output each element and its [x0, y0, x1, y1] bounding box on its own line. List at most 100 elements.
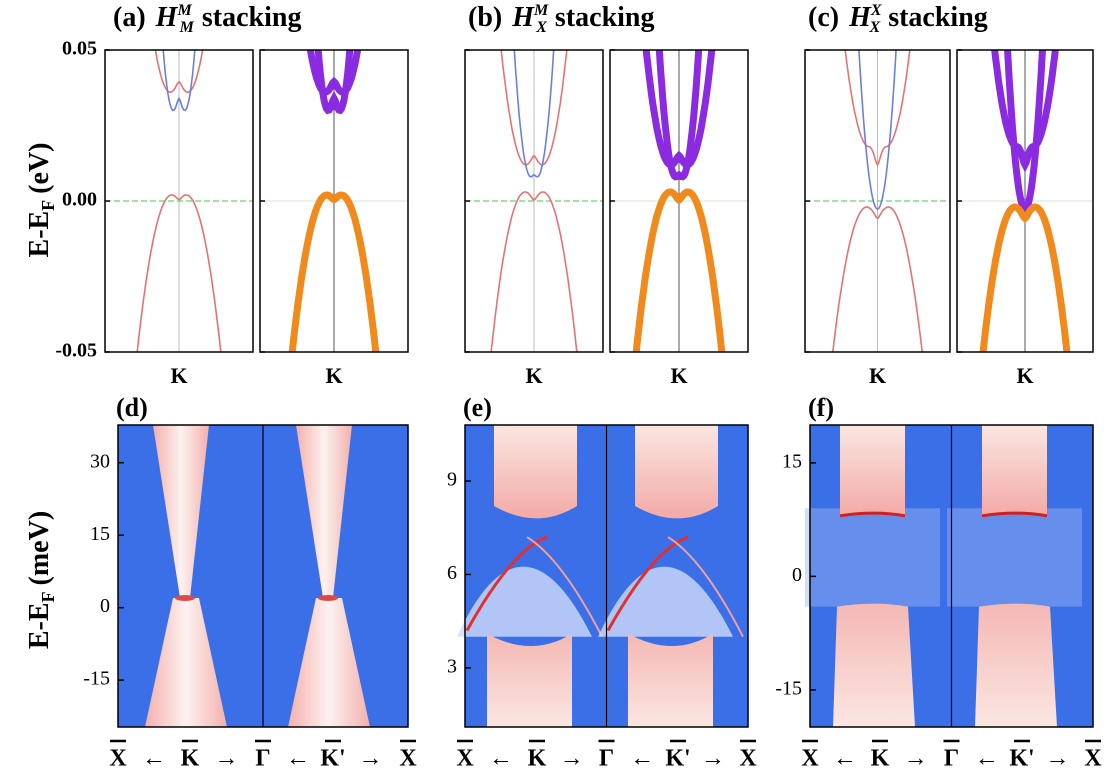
y-tick-label: 0 — [100, 595, 110, 617]
band — [979, 203, 1071, 352]
y-tick-label: -0.05 — [55, 340, 97, 362]
band — [136, 194, 222, 352]
x-tick-label: → — [560, 746, 584, 772]
band — [632, 188, 726, 352]
edge-state — [667, 536, 744, 638]
y-tick-label: 15 — [782, 450, 802, 472]
title-symbol: H — [511, 2, 535, 33]
band — [1004, 50, 1046, 214]
x-tick-label: X — [109, 746, 127, 772]
edge-state — [839, 511, 906, 518]
x-tick-label: K — [525, 363, 542, 388]
x-tick-label: K — [528, 746, 547, 772]
ylabel-sub: F — [38, 591, 58, 602]
x-tick-label: K — [871, 746, 890, 772]
x-tick-label: ← — [286, 746, 310, 772]
x-tick-label: ← — [975, 746, 999, 772]
halo — [805, 508, 940, 607]
bands — [632, 50, 726, 352]
x-tick-label: K' — [320, 746, 345, 772]
title-sup: M — [533, 2, 549, 19]
spectral-dot — [318, 594, 338, 601]
spectral-upper — [982, 425, 1047, 516]
x-tick-label: K — [670, 363, 687, 388]
panel-label: (c) — [808, 2, 839, 33]
y-tick-label: 0.00 — [62, 189, 97, 211]
panel-label: (f) — [808, 393, 834, 422]
title-sub: X — [869, 19, 881, 36]
band — [490, 191, 578, 352]
band — [513, 50, 555, 178]
bands — [831, 50, 924, 352]
x-tick-label: X — [739, 746, 757, 772]
x-tick-label: Γ — [599, 746, 614, 772]
x-tick-label: ← — [489, 746, 513, 772]
frame — [117, 424, 409, 728]
x-tick-label: → — [359, 746, 383, 772]
panel-label: (e) — [463, 393, 492, 422]
x-tick-label: K — [869, 363, 886, 388]
x-tick-label: K' — [1009, 746, 1034, 772]
ylabel-unit: (meV) — [24, 511, 55, 586]
bands — [490, 50, 578, 352]
spectral-lower — [628, 633, 713, 727]
halo — [947, 508, 1082, 607]
x-tick-label: → — [1046, 746, 1070, 772]
band — [162, 50, 196, 112]
title-symbol: H — [848, 2, 872, 33]
band — [858, 50, 897, 211]
x-tick-label: K' — [665, 746, 690, 772]
ylabel-main: E-E — [24, 602, 55, 649]
title-text: stacking — [555, 2, 655, 33]
spectral-lower — [975, 603, 1057, 727]
edge-state — [465, 535, 548, 632]
y-tick-label: 6 — [447, 562, 457, 584]
x-tick-label: ← — [142, 746, 166, 772]
x-tick-label: X — [801, 746, 819, 772]
y-axis-label: E-EF (eV) — [24, 143, 58, 258]
title-sup: X — [870, 2, 882, 19]
halo — [598, 566, 733, 637]
y-axis-label: E-EF (meV) — [24, 511, 58, 649]
ylabel-sub: F — [38, 200, 58, 211]
spectral-lower — [487, 633, 572, 727]
x-tick-label: X — [456, 746, 474, 772]
spectral-dot — [175, 594, 195, 601]
band — [991, 50, 1059, 173]
x-tick-label: K — [181, 746, 200, 772]
band — [831, 206, 924, 352]
band — [288, 191, 380, 352]
edge-state — [526, 536, 603, 638]
spectral-lower — [145, 597, 227, 727]
ylabel-unit: (eV) — [24, 143, 55, 194]
y-tick-label: -15 — [83, 668, 110, 690]
title-sup: M — [176, 2, 192, 19]
edge-state — [606, 535, 689, 632]
x-tick-label: K — [325, 363, 342, 388]
x-tick-label: X — [1084, 746, 1102, 772]
title-sub: X — [535, 19, 547, 36]
title-text: stacking — [888, 2, 988, 33]
band — [655, 50, 703, 181]
ylabel-main: E-E — [24, 211, 55, 258]
x-tick-label: → — [904, 746, 928, 772]
title-symbol: H — [155, 2, 179, 33]
spectral-lower — [833, 603, 915, 727]
halo — [457, 566, 592, 637]
panel-label: (b) — [468, 2, 502, 33]
frame — [464, 424, 749, 728]
band — [154, 50, 204, 94]
x-tick-label: Γ — [944, 746, 959, 772]
band — [844, 50, 911, 167]
panel-label: (d) — [116, 393, 148, 422]
band — [642, 50, 716, 169]
band — [306, 50, 362, 96]
title-sub: M — [179, 19, 195, 36]
bands — [136, 50, 222, 352]
spectral-upper — [840, 425, 905, 516]
bands — [288, 50, 380, 352]
